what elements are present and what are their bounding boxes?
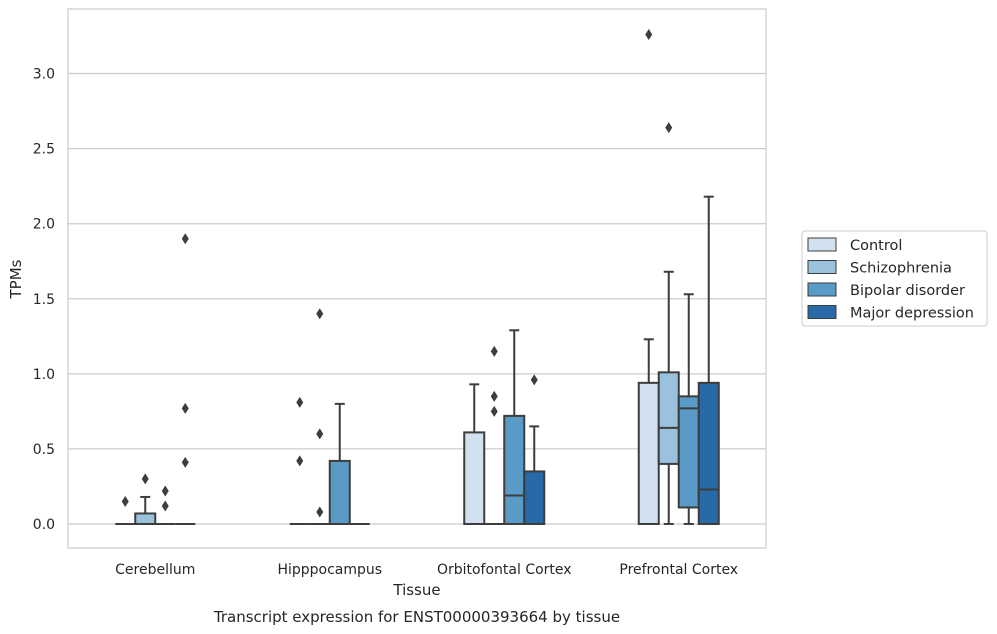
outlier-point <box>141 473 149 485</box>
outlier-point <box>490 405 498 417</box>
x-tick-label: Orbitofontal Cortex <box>437 562 572 578</box>
box-schizophrenia <box>657 122 680 525</box>
box-schizophrenia <box>309 308 330 525</box>
legend-label: Major depression <box>850 306 974 322</box>
outlier-point <box>665 122 673 134</box>
legend-frame <box>801 230 988 327</box>
x-tick-label: Prefrontal Cortex <box>619 562 738 578</box>
y-tick-label: 0.0 <box>33 517 55 533</box>
box-bipolar-disorder <box>155 485 176 525</box>
outlier-point <box>296 396 304 408</box>
box-bipolar-disorder <box>503 329 526 525</box>
legend-label: Control <box>850 238 902 254</box>
y-tick-label: 1.0 <box>33 367 55 383</box>
outlier-point <box>181 456 189 468</box>
box-control <box>289 396 310 525</box>
box-major-depression <box>697 195 720 525</box>
box-bipolar-disorder <box>328 402 351 525</box>
box-series <box>115 29 720 525</box>
outlier-point <box>181 402 189 414</box>
x-tick-labels: Cerebellum Hipppocampus Orbitofontal Corte… <box>115 562 738 578</box>
box-control <box>115 495 136 525</box>
y-tick-label: 0.5 <box>33 442 55 458</box>
box-body <box>503 414 526 525</box>
y-tick-labels: 0.0 0.5 1.0 1.5 2.0 2.5 3.0 <box>33 67 55 533</box>
box-major-depression <box>175 233 196 525</box>
box-body <box>657 371 680 465</box>
outlier-point <box>121 495 129 507</box>
box-body <box>697 381 720 525</box>
box-body <box>677 395 700 509</box>
box-body <box>134 512 157 525</box>
outlier-point <box>296 455 304 467</box>
y-tick-label: 2.5 <box>33 142 55 158</box>
x-axis-title: Tissue <box>392 581 440 599</box>
plot-area-frame <box>67 8 767 549</box>
box-schizophrenia <box>484 345 505 525</box>
box-body <box>328 459 351 525</box>
box-major-depression <box>523 374 546 525</box>
outlier-point <box>161 485 169 497</box>
box-schizophrenia <box>134 473 157 525</box>
legend-label: Schizophrenia <box>850 261 952 277</box>
y-tick-label: 3.0 <box>33 67 55 83</box>
legend: Control Schizophrenia Bipolar disorder Majo… <box>801 230 988 327</box>
box-body <box>523 470 546 525</box>
box-body <box>463 431 486 525</box>
outlier-point <box>645 29 653 41</box>
outlier-point <box>490 345 498 357</box>
outlier-point <box>530 374 538 386</box>
legend-swatch <box>807 260 837 274</box>
outlier-point <box>161 500 169 512</box>
box-control <box>463 383 486 525</box>
y-tick-label: 1.5 <box>33 292 55 308</box>
box-control <box>637 29 660 525</box>
legend-swatch <box>807 305 837 319</box>
box-bipolar-disorder <box>677 293 700 525</box>
figure-caption: Transcript expression for ENST0000039366… <box>213 608 620 626</box>
legend-label: Bipolar disorder <box>850 283 965 299</box>
outlier-point <box>316 428 324 440</box>
y-tick-label: 2.0 <box>33 217 55 233</box>
grid-lines <box>68 72 766 525</box>
box-body <box>637 381 660 525</box>
legend-swatch <box>807 282 837 297</box>
x-tick-label: Cerebellum <box>115 562 195 578</box>
outlier-point <box>316 308 324 320</box>
x-tick-label: Hipppocampus <box>277 562 382 578</box>
y-axis-title: TPMs <box>7 259 25 299</box>
legend-swatch <box>807 237 837 252</box>
outlier-point <box>316 506 324 518</box>
outlier-point <box>490 390 498 402</box>
outlier-point <box>181 233 189 245</box>
